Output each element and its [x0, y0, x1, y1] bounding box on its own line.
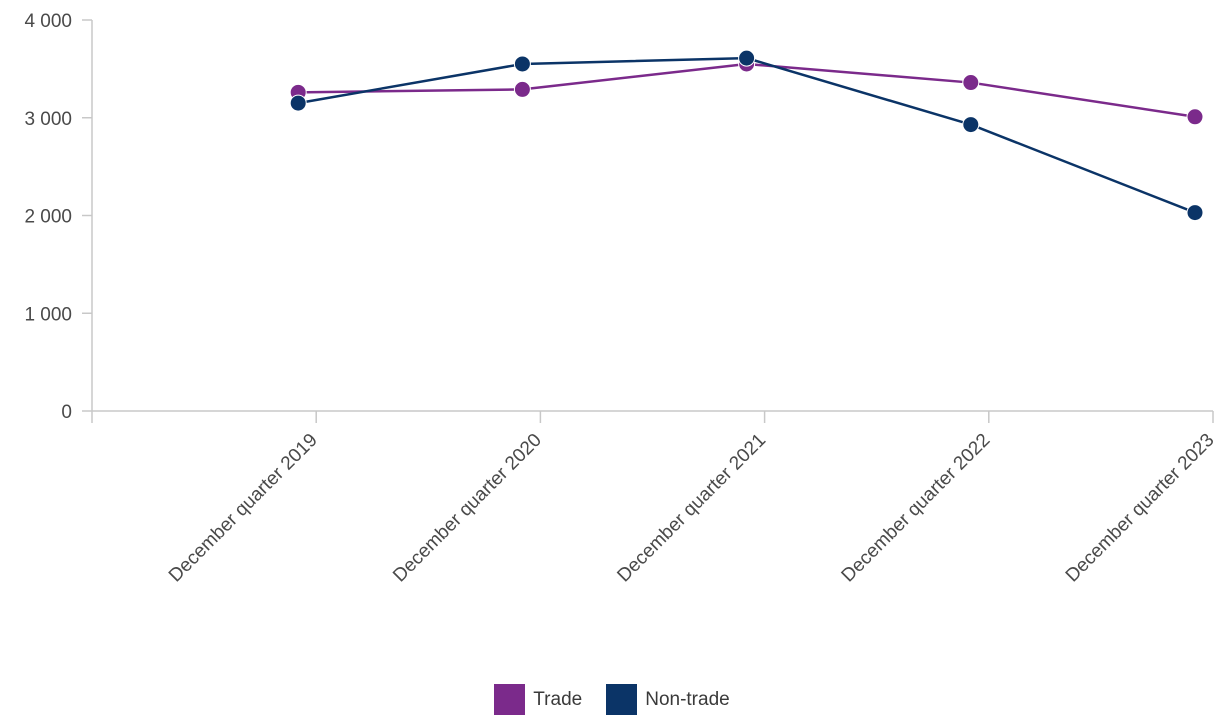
y-tick-label: 0	[61, 402, 72, 423]
data-point-non-trade[interactable]	[289, 94, 307, 112]
y-tick-label: 2 000	[24, 207, 72, 228]
x-tick-label: December quarter 2020	[389, 430, 546, 587]
x-tick-label: December quarter 2022	[838, 430, 995, 587]
y-tick-label: 1 000	[24, 304, 72, 325]
y-axis: 0 1 000 2 000 3 000 4 000	[24, 11, 93, 423]
series-layer	[289, 49, 1204, 222]
x-axis: December quarter 2019 December quarter 20…	[91, 410, 1219, 587]
data-point-trade[interactable]	[513, 80, 531, 98]
data-point-trade[interactable]	[962, 74, 980, 92]
data-point-non-trade[interactable]	[962, 116, 980, 134]
legend: Trade Non-trade	[0, 684, 1224, 715]
legend-swatch-trade	[494, 684, 526, 715]
legend-label-non-trade: Non-trade	[645, 688, 730, 710]
x-tick-label: December quarter 2023	[1062, 430, 1219, 587]
legend-label-trade: Trade	[533, 688, 583, 710]
x-tick-label: December quarter 2021	[613, 430, 770, 587]
y-tick-label: 3 000	[24, 109, 72, 130]
x-tick-label: December quarter 2019	[165, 430, 322, 587]
series-non-trade	[289, 49, 1204, 222]
legend-item-trade[interactable]: Trade	[494, 684, 582, 715]
legend-swatch-non-trade	[606, 684, 638, 715]
data-point-non-trade[interactable]	[513, 55, 531, 73]
y-tick-label: 4 000	[24, 11, 72, 32]
series-line-non-trade	[297, 56, 1196, 214]
data-point-trade[interactable]	[1186, 108, 1204, 126]
legend-item-non-trade[interactable]: Non-trade	[606, 684, 730, 715]
data-point-non-trade[interactable]	[738, 49, 756, 67]
data-point-non-trade[interactable]	[1186, 204, 1204, 222]
